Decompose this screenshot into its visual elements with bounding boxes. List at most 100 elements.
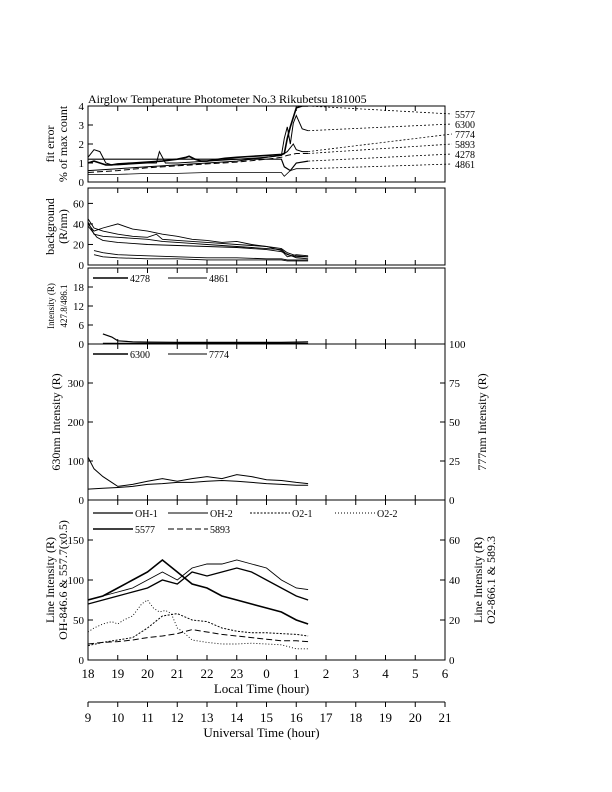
- legend-label: 4861: [209, 274, 229, 285]
- y-tick-label: 12: [73, 301, 84, 313]
- plot-frame: [87, 105, 446, 183]
- local-time-tick-label: 3: [353, 666, 360, 681]
- series-line-trace-5: [93, 254, 309, 262]
- y-tick-label: 50: [73, 615, 85, 627]
- y-axis-label: 427.8/486.1: [59, 284, 69, 327]
- series-line-O2-2: [88, 599, 309, 650]
- local-time-tick-label: 0: [263, 666, 270, 681]
- ut-tick-label: 15: [260, 710, 273, 725]
- y-tick-label: 60: [73, 198, 85, 210]
- y-right-tick-label: 25: [449, 456, 461, 468]
- y-tick-label: 0: [79, 495, 85, 507]
- legend-leader-line: [308, 163, 453, 170]
- series-group: [88, 218, 309, 262]
- series-line-6300: [88, 114, 309, 166]
- y-tick-label: 1: [79, 158, 85, 170]
- ut-tick-label: 13: [201, 710, 214, 725]
- y-right-axis-label: 777nm Intensity (R): [475, 373, 489, 470]
- local-time-tick-label: 22: [201, 666, 214, 681]
- plot-frame: [87, 343, 446, 501]
- local-time-tick-label: 4: [382, 666, 389, 681]
- y-right-tick-label: 0: [449, 495, 455, 507]
- series-line-trace-1: [88, 218, 309, 258]
- y-tick-label: 200: [68, 417, 85, 429]
- ut-tick-label: 21: [439, 710, 452, 725]
- ut-tick-label: 20: [409, 710, 422, 725]
- local-time-tick-label: 1: [293, 666, 300, 681]
- legend-label: 5577: [455, 110, 475, 121]
- local-time-tick-label: 19: [111, 666, 124, 681]
- plot-frame: [87, 187, 446, 266]
- ut-tick-label: 17: [320, 710, 334, 725]
- ut-tick-label: 12: [171, 710, 184, 725]
- y-tick-label: 20: [73, 239, 85, 251]
- y-tick-label: 0: [79, 260, 85, 272]
- legend-label: OH-1: [135, 509, 158, 520]
- y-right-axis-label: Line Intensity (R): [471, 537, 485, 623]
- series-line-6300: [88, 456, 309, 487]
- legend-label: 4278: [455, 150, 475, 161]
- y-tick-label: 0: [79, 339, 85, 351]
- series-line-trace-3: [88, 221, 309, 258]
- y-axis-label: Intensity (R): [46, 283, 56, 329]
- ut-tick-label: 19: [379, 710, 392, 725]
- series-line-4278: [102, 333, 309, 343]
- y-tick-label: 150: [68, 535, 85, 547]
- y-tick-label: 0: [79, 177, 85, 189]
- legend-leader-line: [308, 123, 453, 132]
- series-group: [88, 106, 309, 177]
- panel-intensity-4278-4861: 0 6 12 18 Intensity (R) 427.8/486.1 4278 4861: [46, 267, 446, 351]
- y-right-tick-label: 40: [449, 575, 461, 587]
- y-tick-label: 300: [68, 378, 85, 390]
- y-tick-label: 40: [73, 219, 85, 231]
- series-line-5893: [88, 629, 309, 645]
- legend-label: 5577: [135, 525, 155, 536]
- y-axis-label: (R/nm): [56, 209, 70, 244]
- series-group: [88, 456, 309, 490]
- series-group: [102, 333, 309, 344]
- legend-leader-line: [308, 105, 453, 115]
- ut-tick-label: 9: [85, 710, 92, 725]
- y-right-tick-label: 100: [449, 339, 466, 351]
- legend-label: 6300: [455, 120, 475, 131]
- series-line-7774: [88, 143, 309, 172]
- legend-label: 6300: [130, 350, 150, 361]
- y-right-tick-label: 0: [449, 655, 455, 667]
- local-time-tick-label: 18: [82, 666, 95, 681]
- ut-tick-label: 14: [230, 710, 244, 725]
- legend-label: 5893: [455, 140, 475, 151]
- y-axis-label: Line Intensity (R): [43, 537, 57, 623]
- series-line-O2-1: [88, 613, 309, 647]
- legend-leader-line: [308, 133, 453, 152]
- series-group: [88, 558, 309, 650]
- y-axis-label: OH-846.6 & 557.7(x0.5): [56, 520, 70, 640]
- legend-label: OH-2: [210, 509, 233, 520]
- local-time-tick-label: 5: [412, 666, 419, 681]
- series-line-5577: [88, 558, 309, 625]
- local-time-axis-label: Local Time (hour): [214, 681, 309, 696]
- legend-label: 4278: [130, 274, 150, 285]
- legend-leader-line: [308, 143, 453, 154]
- ut-tick-label: 10: [111, 710, 124, 725]
- panel-fit-error: 0 1 2 3 4 fit error% of max count 557763007774…: [43, 101, 475, 189]
- y-axis-label: background: [43, 198, 57, 255]
- y-tick-label: 2: [79, 139, 85, 151]
- y-axis-label: fit error: [43, 126, 57, 163]
- local-time-tick-label: 20: [141, 666, 154, 681]
- y-right-tick-label: 50: [449, 417, 461, 429]
- y-tick-label: 6: [79, 320, 85, 332]
- series-line-trace-2: [88, 223, 309, 258]
- y-tick-label: 18: [73, 282, 85, 294]
- legend-label: O2-1: [292, 509, 313, 520]
- y-tick-label: 3: [79, 120, 85, 132]
- panel-intensity-630-777: 0 100 200 300 0 25 50 75 100 630nm Intensity (R) 7…: [49, 339, 489, 507]
- panel-background: 0 20 40 60 background (R/nm): [43, 187, 446, 272]
- series-line-4278: [88, 158, 309, 172]
- y-axis-label: % of max count: [56, 105, 70, 182]
- series-line-trace-4: [88, 225, 309, 260]
- series-line-4861: [88, 168, 309, 177]
